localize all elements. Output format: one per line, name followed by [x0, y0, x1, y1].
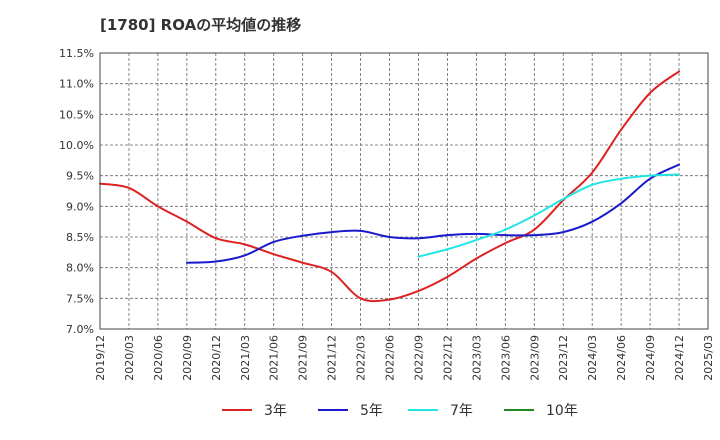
- plot-frame: [99, 52, 709, 330]
- y-tick-label: 9.0%: [66, 200, 94, 213]
- x-tick-label: 2022/12: [441, 335, 454, 381]
- x-tick-label: 2023/12: [557, 335, 570, 381]
- chart-title: [1780] ROAの平均値の推移: [100, 16, 301, 34]
- y-tick-label: 10.5%: [59, 108, 94, 121]
- y-tick-label: 8.5%: [66, 231, 94, 244]
- y-tick-label: 7.0%: [66, 323, 94, 336]
- x-tick-label: 2024/03: [586, 335, 599, 381]
- y-tick-label: 10.0%: [59, 139, 94, 152]
- x-tick-label: 2020/09: [181, 335, 194, 381]
- x-tick-label: 2021/03: [239, 335, 252, 381]
- x-tick-label: 2021/12: [326, 335, 339, 381]
- x-tick-label: 2020/03: [123, 335, 136, 381]
- x-tick-label: 2025/03: [702, 335, 715, 381]
- x-tick-label: 2023/09: [528, 335, 541, 381]
- legend-label-3: 10年: [546, 403, 578, 419]
- series-line-1: [185, 163, 681, 264]
- x-tick-label: 2022/09: [412, 335, 425, 381]
- y-tick-label: 11.0%: [59, 78, 94, 91]
- y-tick-label: 9.5%: [66, 170, 94, 183]
- x-tick-label: 2023/03: [470, 335, 483, 381]
- legend: 3年 5年 7年 10年: [222, 403, 578, 419]
- x-tick-label: 2022/03: [355, 335, 368, 381]
- y-tick-label: 7.5%: [66, 292, 94, 305]
- legend-label-2: 7年: [450, 403, 473, 419]
- legend-label-1: 5年: [360, 403, 383, 419]
- series-lines: [99, 70, 681, 303]
- x-tick-label: 2021/09: [297, 335, 310, 381]
- x-axis-ticks: 2019/12 2020/03 2020/06 2020/09 2020/12 2021/…: [94, 335, 715, 381]
- x-tick-label: 2022/06: [384, 335, 397, 381]
- x-tick-label: 2024/06: [615, 335, 628, 381]
- x-tick-label: 2024/09: [644, 335, 657, 381]
- x-tick-label: 2023/06: [499, 335, 512, 381]
- x-tick-label: 2019/12: [94, 335, 107, 381]
- y-tick-label: 8.0%: [66, 262, 94, 275]
- series-line-2: [417, 173, 681, 258]
- y-axis-ticks: 7.0% 7.5% 8.0% 8.5% 9.0% 9.5% 10.0% 10.5% 11.0% 1…: [59, 47, 94, 336]
- x-tick-label: 2024/12: [673, 335, 686, 381]
- legend-label-0: 3年: [264, 403, 287, 419]
- y-tick-label: 11.5%: [59, 47, 94, 60]
- grid: [100, 53, 708, 329]
- x-tick-label: 2020/12: [210, 335, 223, 381]
- series-line-0: [99, 70, 681, 303]
- x-tick-label: 2021/06: [268, 335, 281, 381]
- x-tick-label: 2020/06: [152, 335, 165, 381]
